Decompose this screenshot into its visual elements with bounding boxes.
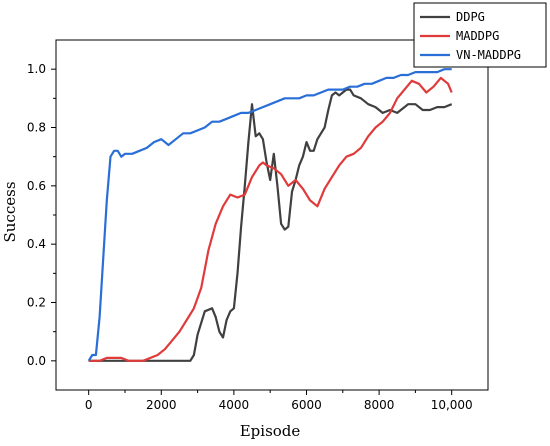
x-tick-label: 10,000: [431, 398, 473, 412]
y-tick-label: 1.0: [27, 62, 46, 76]
y-tick-label: 0.8: [27, 121, 46, 135]
x-tick-label: 6000: [291, 398, 322, 412]
y-axis-title: Success: [1, 181, 19, 242]
y-tick-label: 0.6: [27, 179, 46, 193]
y-tick-label: 0.0: [27, 354, 46, 368]
legend-label-maddpg: MADDPG: [456, 29, 499, 43]
y-tick-label: 0.2: [27, 296, 46, 310]
legend: DDPG MADDPG VN-MADDPG: [413, 2, 547, 68]
series-line-vn-maddpg: [87, 68, 452, 362]
x-tick-label: 4000: [219, 398, 250, 412]
x-axis-title: Episode: [240, 422, 301, 440]
x-tick-label: 8000: [364, 398, 395, 412]
legend-label-ddpg: DDPG: [456, 10, 485, 24]
x-tick-label: 2000: [146, 398, 177, 412]
series-layer: [87, 68, 453, 362]
plot-frame: [55, 39, 489, 391]
legend-label-vn-maddpg: VN-MADDPG: [456, 48, 521, 62]
y-tick-label: 0.4: [27, 237, 46, 251]
axes: 0 2000 4000 6000 8000 10,000 0.0 0.2 0.4 0.6 0.8 1.…: [27, 39, 489, 412]
series-line-ddpg: [88, 88, 453, 362]
x-tick-label: 0: [85, 398, 93, 412]
series-line-maddpg: [88, 76, 453, 362]
